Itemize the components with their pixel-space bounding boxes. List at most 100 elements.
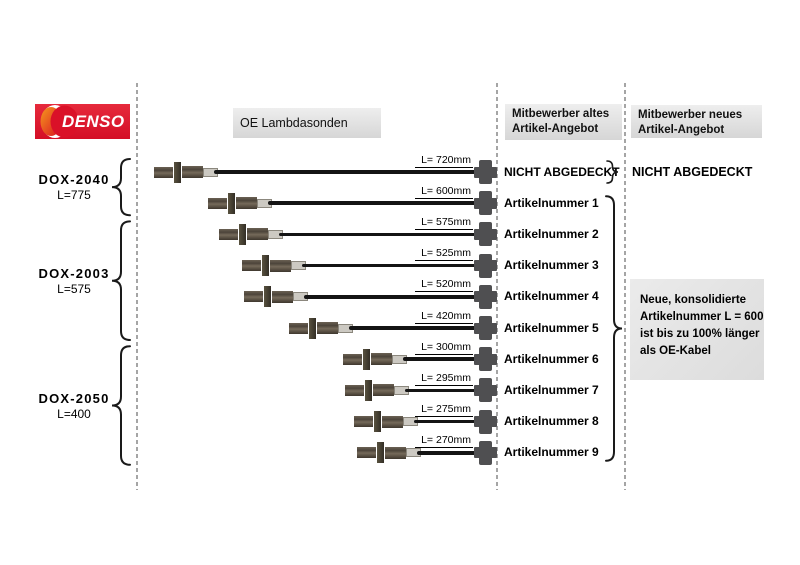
denso-logo: DENSO	[35, 104, 130, 139]
sensor-hex-nut	[363, 348, 370, 370]
lambda-sensor	[154, 161, 218, 183]
model-group-label: DOX-2050 L=400	[14, 391, 134, 421]
sensor-hex-nut	[374, 411, 382, 433]
sensor-cable	[214, 170, 477, 174]
sensor-body	[182, 166, 203, 178]
cable-connector	[473, 440, 497, 465]
lambda-sensor	[289, 317, 353, 339]
connector-horizontal-bar	[473, 291, 497, 303]
sensor-hex-nut	[376, 442, 384, 464]
divider-dashed-left	[136, 83, 138, 490]
model-length: L=775	[57, 188, 91, 203]
sensor-body	[247, 228, 269, 241]
competitor-new-note-box: Neue, konsolidierte Artikelnummer L = 600…	[630, 279, 764, 380]
cable-length-label: L= 520mm	[415, 278, 473, 293]
sensor-body	[382, 415, 404, 428]
divider-dashed-middle	[496, 83, 498, 490]
cable-length-label: L= 420mm	[415, 310, 473, 324]
sensor-thread	[354, 416, 374, 428]
cable-length-label: L= 270mm	[415, 434, 473, 449]
sensor-thread	[154, 166, 173, 178]
connector-horizontal-bar	[473, 166, 497, 178]
header-competitor-new: Mitbewerber neues Artikel-Angebot	[631, 105, 762, 138]
cable-connector	[473, 222, 497, 247]
cable-length-label: L= 720mm	[415, 154, 473, 168]
sensor-thread	[241, 260, 261, 272]
model-number: DOX-2050	[38, 390, 110, 406]
lambda-sensor	[343, 348, 407, 370]
cable-length-label: L= 275mm	[415, 403, 473, 418]
competitor-new-note-text: Neue, konsolidierte Artikelnummer L = 600…	[640, 292, 764, 360]
model-length: L=575	[57, 281, 91, 296]
sensor-cable	[416, 451, 477, 455]
sensor-thread	[244, 291, 263, 303]
lambda-sensor	[354, 411, 419, 433]
competitor-old-label: Artikelnummer 4	[504, 289, 599, 304]
model-number: DOX-2003	[38, 265, 110, 281]
competitor-new-not-covered: NICHT ABGEDECKT	[632, 165, 753, 179]
sensor-body	[236, 197, 257, 210]
note-line: Neue, konsolidierte	[640, 294, 747, 306]
sensor-thread	[356, 447, 376, 459]
header-competitor-old-line1: Mitbewerber altes	[512, 108, 610, 120]
sensor-hex-nut	[239, 223, 247, 245]
note-line: ist bis zu 100% länger	[640, 328, 760, 340]
sensor-hex-nut	[309, 317, 316, 339]
competitor-old-label: Artikelnummer 3	[504, 258, 599, 273]
artikelnummer-brace	[605, 195, 623, 462]
sensor-hex-nut	[174, 161, 181, 183]
sensor-thread	[289, 322, 308, 334]
cable-connector	[473, 409, 497, 434]
cable-connector	[473, 160, 497, 184]
cable-length-label: L= 300mm	[415, 341, 473, 355]
header-competitor-old: Mitbewerber altes Artikel-Angebot	[505, 104, 622, 140]
header-oe-lambdasonden: OE Lambdasonden	[233, 108, 381, 138]
note-line: Artikelnummer L = 600	[640, 311, 764, 323]
sensor-hex-nut	[264, 286, 271, 308]
sensor-cable	[301, 263, 477, 268]
cable-length-label: L= 525mm	[415, 247, 473, 262]
competitor-old-label: Artikelnummer 5	[504, 320, 599, 335]
sensor-cable	[268, 201, 477, 205]
competitor-old-label: Artikelnummer 8	[504, 414, 599, 429]
lambda-sensor	[219, 223, 284, 245]
header-competitor-old-line2: Artikel-Angebot	[512, 122, 599, 135]
cable-connector	[473, 253, 497, 278]
connector-horizontal-bar	[473, 322, 497, 334]
model-number: DOX-2040	[38, 172, 110, 188]
competitor-old-label: Artikelnummer 1	[504, 195, 599, 210]
denso-logo-text: DENSO	[62, 112, 125, 131]
cable-connector	[473, 347, 497, 372]
cable-connector	[473, 316, 497, 340]
sensor-hex-nut	[228, 192, 235, 214]
model-length: L=400	[57, 406, 91, 421]
sensor-thread	[208, 197, 227, 209]
lambda-sensor	[208, 192, 272, 214]
sensor-thread	[219, 228, 239, 240]
sensor-body	[371, 353, 392, 366]
sensor-body	[373, 384, 395, 397]
lambda-sensor	[244, 286, 308, 308]
sensor-body	[317, 322, 338, 334]
sensor-thread	[343, 353, 362, 365]
model-group-label: DOX-2003 L=575	[14, 266, 134, 296]
connector-horizontal-bar	[473, 197, 497, 209]
connector-horizontal-bar	[473, 384, 497, 396]
sensor-cable	[414, 419, 477, 424]
cable-connector	[473, 284, 497, 309]
sensor-thread	[345, 384, 365, 396]
header-competitor-new-line1: Mitbewerber neues	[638, 109, 743, 121]
note-line: als OE-Kabel	[640, 345, 711, 357]
lambda-sensor	[345, 379, 410, 401]
connector-horizontal-bar	[473, 228, 497, 240]
sensor-cable	[349, 326, 477, 330]
sensor-cable	[304, 295, 477, 299]
cable-length-label: L= 295mm	[415, 372, 473, 386]
sensor-body	[384, 446, 406, 459]
cable-length-label: L= 575mm	[415, 216, 473, 230]
competitor-old-label: NICHT ABGEDECKT	[504, 164, 620, 179]
competitor-old-label: Artikelnummer 2	[504, 226, 599, 241]
sensor-body	[272, 290, 293, 303]
header-competitor-new-line2: Artikel-Angebot	[638, 123, 725, 136]
